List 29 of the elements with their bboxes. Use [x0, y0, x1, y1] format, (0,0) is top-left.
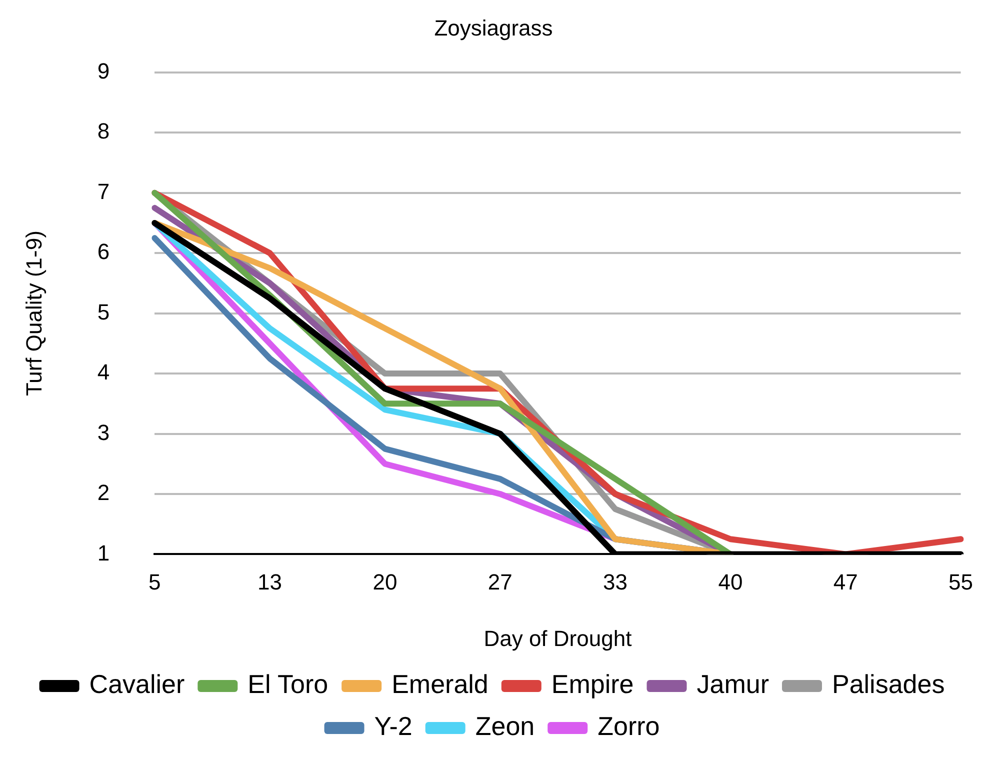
legend-label: Palisades — [832, 669, 945, 700]
y-tick-label: 2 — [97, 480, 110, 506]
x-tick-label: 27 — [488, 569, 512, 594]
legend-label: Emerald — [392, 669, 488, 700]
x-tick-label: 33 — [603, 569, 628, 594]
chart-title: Zoysiagrass — [434, 15, 553, 40]
y-axis-title: Turf Quality (1-9) — [21, 230, 46, 396]
y-tick-label: 9 — [97, 58, 110, 84]
y-tick-label: 3 — [97, 420, 110, 445]
x-tick-label: 55 — [948, 569, 974, 594]
x-tick-label: 20 — [372, 569, 398, 594]
x-axis-title: Day of Drought — [484, 626, 632, 651]
y-tick-label: 4 — [97, 360, 110, 385]
legend-label: Jamur — [696, 669, 770, 700]
legend-label: Y-2 — [374, 711, 412, 742]
y-tick-label: 6 — [97, 239, 110, 264]
legend-label: Zeon — [475, 711, 535, 742]
y-tick-label: 1 — [97, 540, 110, 566]
x-tick-label: 40 — [718, 569, 743, 594]
legend-label: El Toro — [248, 669, 328, 700]
y-tick-label: 5 — [97, 299, 110, 324]
legend-label: Cavalier — [89, 669, 185, 700]
x-tick-label: 5 — [148, 569, 161, 594]
legend-label: Zorro — [598, 711, 660, 742]
legend-label: Empire — [551, 669, 634, 700]
y-tick-label: 8 — [97, 118, 110, 144]
y-tick-label: 7 — [97, 178, 110, 204]
x-tick-label: 47 — [833, 569, 858, 594]
x-tick-label: 13 — [258, 569, 282, 594]
